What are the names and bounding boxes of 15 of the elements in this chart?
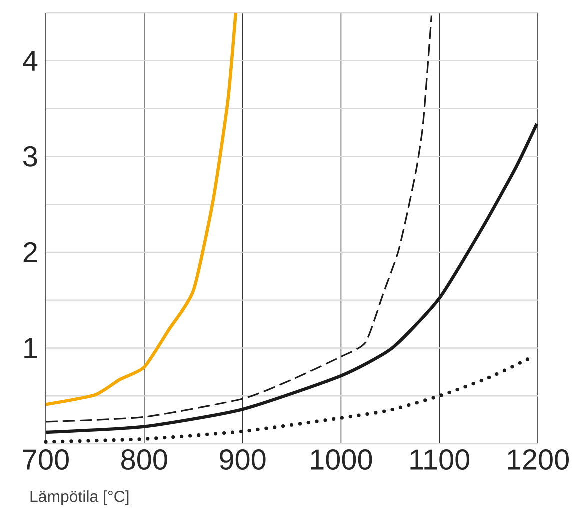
x-tick-label: 700 — [23, 450, 69, 470]
x-tick-label: 1000 — [311, 450, 372, 470]
line-series — [45, 15, 433, 423]
y-tick-label: 3 — [24, 146, 38, 167]
line-series — [44, 356, 531, 444]
y-tick-label: 4 — [23, 50, 38, 71]
x-tick-label: 900 — [220, 450, 266, 470]
line-series — [44, 122, 539, 434]
x-axis-title: Lämpötila [°C] — [30, 490, 129, 506]
x-tick-label: 800 — [122, 450, 168, 470]
line-series — [44, 11, 238, 406]
y-tick-label: 2 — [24, 242, 38, 263]
x-tick-label: 1200 — [508, 450, 569, 470]
x-tick-label: 1100 — [410, 450, 470, 470]
y-tick-label: 1 — [24, 338, 38, 358]
